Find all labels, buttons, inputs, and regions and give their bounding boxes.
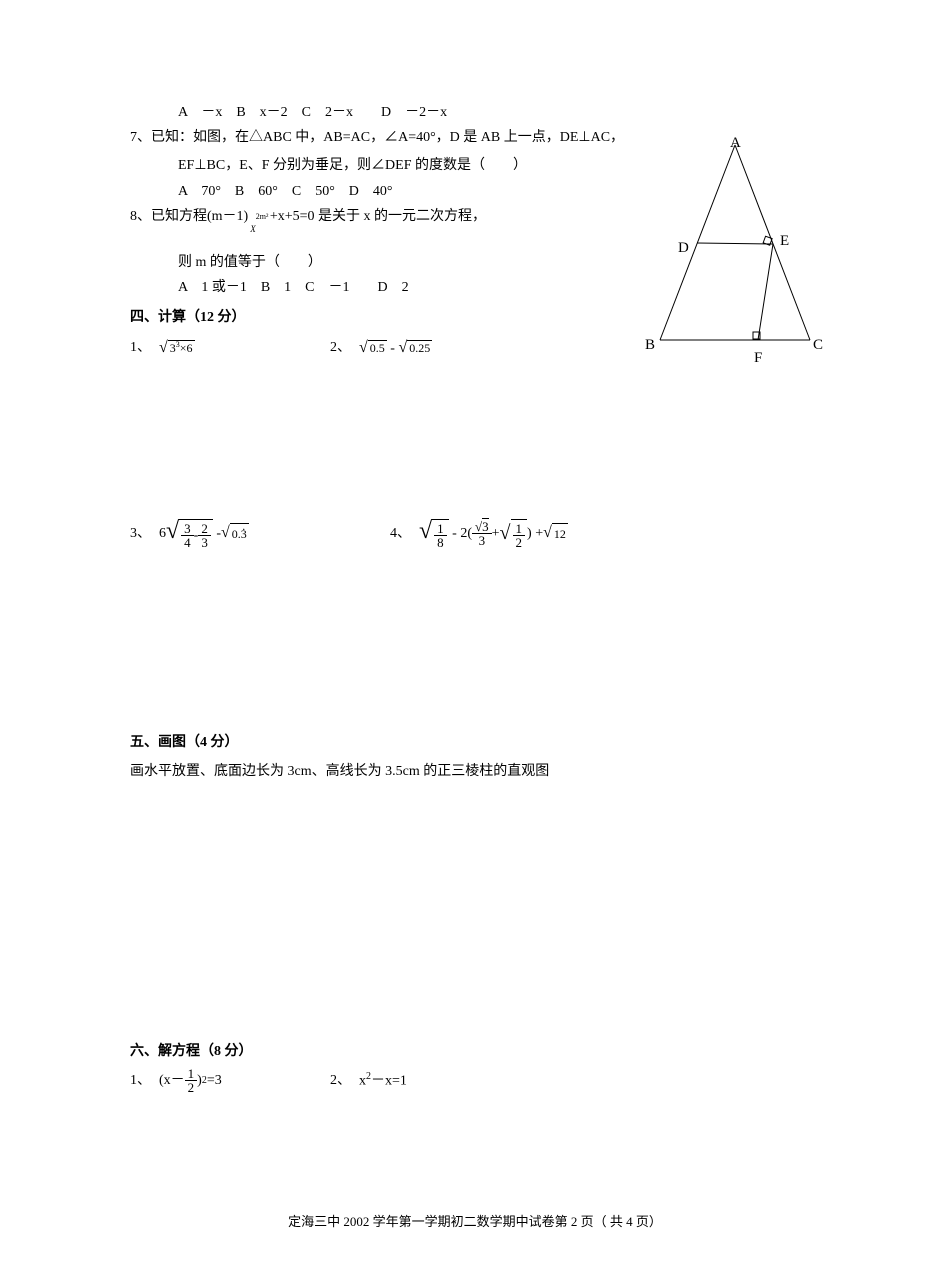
calc-4: 4、 √18 - 2(√33 + √12) + √12 [390,512,568,555]
calc-2-num: 2、 [330,335,351,360]
calc-1-expr: √33×6 [159,334,195,363]
q8-num: 8、 [130,209,151,224]
calc-2: 2、 √0.5 - √0.25 [330,334,432,363]
q8-text1-prefix: 已知方程(m－1) [151,209,248,224]
calc-3-num: 3、 [130,521,151,546]
eq-2: 2、 x2－x=1 [330,1067,407,1094]
eq-1-num: 1、 [130,1068,151,1093]
calc-4-num: 4、 [390,521,411,546]
calc-3: 3、 6√34 - 23 - √0.3 [130,512,390,555]
q8-sub: X [250,224,256,234]
q7-num: 7、 [130,130,151,145]
label-A: A [730,130,741,157]
q8-sup: 2m² [256,212,269,221]
label-B: B [645,332,655,359]
eq-2-num: 2、 [330,1068,351,1093]
calc-3-expr: 6√34 - 23 - √0.3 [159,512,249,555]
section6-header: 六、解方程（8 分） [130,1039,820,1064]
eq-1-expr: (x－12)2=3 [159,1067,222,1094]
label-C: C [813,332,823,359]
calc-row-2: 3、 6√34 - 23 - √0.3 4、 √18 - 2(√33 + √12… [130,512,820,555]
label-E: E [780,228,789,255]
q6-choices: A －x B x－2 C 2－x D －2－x [130,100,820,125]
eq-1: 1、 (x－12)2=3 [130,1067,330,1094]
q7-text1: 已知：如图，在△ABC 中，AB=AC，∠A=40°，D 是 AB 上一点，DE… [151,130,624,145]
calc-4-expr: √18 - 2(√33 + √12) + √12 [419,512,568,555]
label-F: F [754,345,762,372]
q8-text1-suffix: +x+5=0 是关于 x 的一元二次方程， [266,209,486,224]
label-D: D [678,235,689,262]
eq-row: 1、 (x－12)2=3 2、 x2－x=1 [130,1067,820,1094]
triangle-diagram: A B C D E F [640,130,830,370]
page-footer: 定海三中 2002 学年第一学期初二数学期中试卷第 2 页（ 共 4 页） [0,1210,950,1233]
calc-1-num: 1、 [130,335,151,360]
section5-text: 画水平放置、底面边长为 3cm、高线长为 3.5cm 的正三棱柱的直观图 [130,759,820,784]
calc-2-expr: √0.5 - √0.25 [359,334,432,363]
eq-2-expr: x2－x=1 [359,1068,407,1094]
section5-header: 五、画图（4 分） [130,730,820,755]
calc-1: 1、 √33×6 [130,334,330,363]
